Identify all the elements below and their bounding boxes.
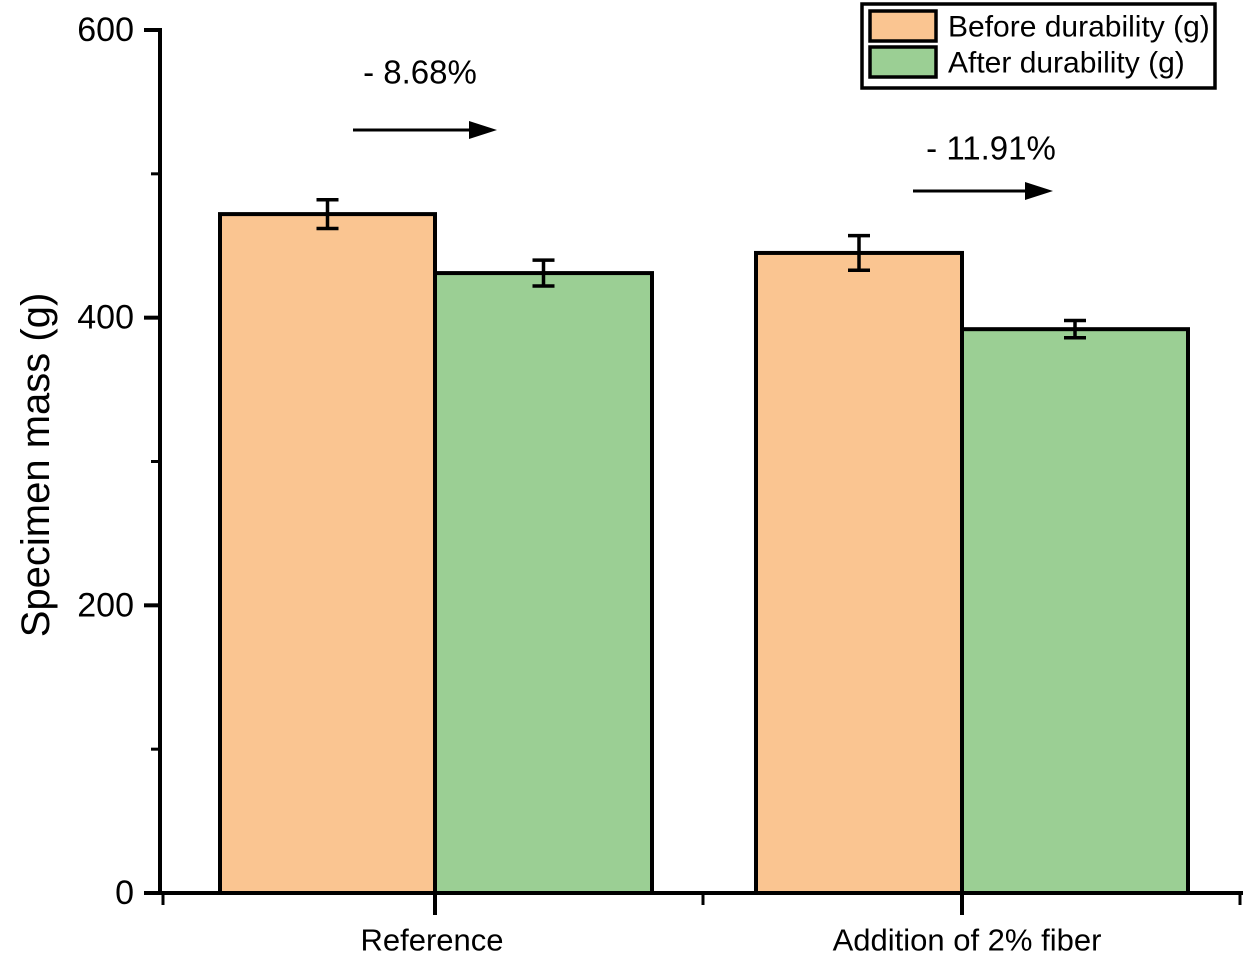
y-tick-label-400: 400: [77, 299, 134, 337]
legend-label-before-durability: Before durability (g): [948, 11, 1210, 44]
y-tick-label-0: 0: [115, 874, 134, 912]
category-label-reference: Reference: [360, 923, 503, 954]
legend-label-after-durability: After durability (g): [948, 47, 1185, 80]
annotation-arrowhead-icon-addition-of-2-fiber: [1025, 182, 1053, 200]
y-tick-label-200: 200: [77, 586, 134, 624]
annotation-text-addition-of-2-fiber: - 11.91%: [926, 130, 1056, 167]
error-bar-before-durability-reference: [316, 197, 339, 231]
bar-before-durability-reference: [218, 212, 437, 895]
error-bar-after-durability-reference: [532, 258, 555, 288]
legend-swatch-after-durability: [868, 45, 938, 79]
y-axis-title: Specimen mass (g): [14, 293, 58, 638]
bar-after-durability-addition-of-2-fiber: [960, 327, 1190, 895]
error-bar-after-durability-addition-of-2-fiber: [1064, 318, 1086, 340]
annotation-text-reference: - 8.68%: [363, 54, 477, 91]
bar-before-durability-addition-of-2-fiber: [754, 250, 964, 896]
error-bar-before-durability-addition-of-2-fiber: [848, 233, 870, 272]
legend-swatch-before-durability: [868, 9, 938, 43]
bar-after-durability-reference: [433, 271, 654, 896]
category-label-addition-of-2-fiber: Addition of 2% fiber: [833, 923, 1102, 954]
y-tick-label-600: 600: [77, 11, 134, 49]
annotation-arrowhead-icon-reference: [469, 121, 497, 139]
